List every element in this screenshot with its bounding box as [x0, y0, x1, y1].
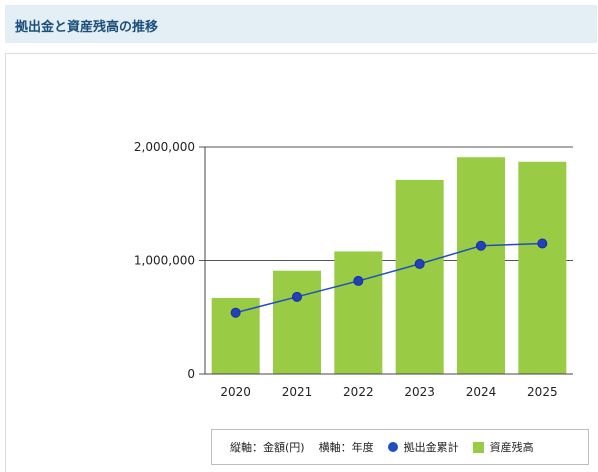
- x-tick-label: 2020: [220, 385, 251, 399]
- bar: [273, 270, 321, 374]
- x-tick-label: 2025: [527, 385, 558, 399]
- legend-bar-swatch-icon: [472, 441, 484, 453]
- bar: [457, 157, 505, 374]
- x-tick-label: 2021: [282, 385, 313, 399]
- bar: [334, 251, 383, 374]
- line-point: [353, 275, 364, 286]
- x-tick-label: 2023: [404, 385, 435, 399]
- chart-title: 拠出金と資産残高の推移: [15, 20, 159, 35]
- line-point: [476, 240, 486, 251]
- legend-x-axis-note: 横軸：年度: [318, 441, 374, 454]
- line-point: [537, 238, 548, 249]
- line-point: [414, 258, 425, 269]
- legend-y-axis-note: 縦軸：金額(円): [230, 441, 305, 454]
- y-tick-label: 2,000,000: [134, 140, 195, 154]
- chart-legend: 縦軸：金額(円) 横軸：年度 拠出金累計 資産残高: [211, 429, 589, 465]
- section-header: 拠出金と資産残高の推移: [5, 5, 597, 43]
- bar: [395, 179, 444, 374]
- y-tick-label: 0: [187, 367, 195, 381]
- line-point: [292, 291, 302, 302]
- x-tick-label: 2022: [343, 385, 374, 399]
- line-point: [230, 307, 241, 318]
- line-series: [235, 242, 543, 314]
- bar: [518, 161, 567, 374]
- y-tick-label: 1,000,000: [134, 254, 195, 268]
- legend-line-label: 拠出金累計: [403, 441, 459, 454]
- x-tick-label: 2024: [466, 385, 497, 399]
- legend-line-marker-icon: [387, 442, 398, 452]
- legend-bar-label: 資産残高: [489, 441, 534, 454]
